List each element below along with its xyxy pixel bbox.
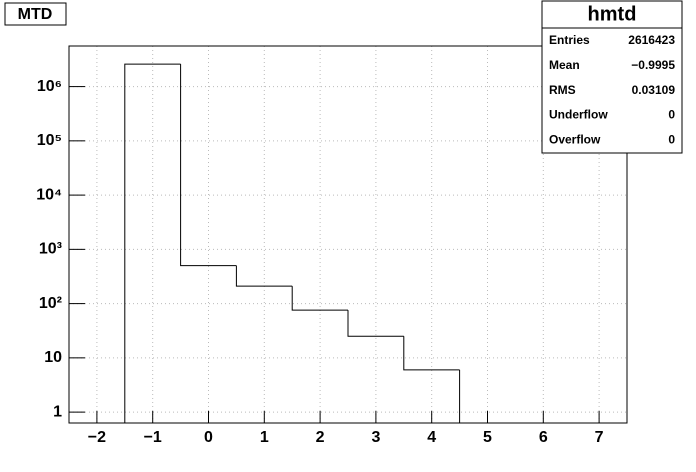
y-tick-label: 10⁴ — [36, 186, 62, 203]
y-tick-label: 10⁵ — [37, 132, 62, 149]
y-tick-label: 1 — [53, 403, 62, 420]
histogram-bin — [291, 286, 348, 311]
x-tick-label: 0 — [204, 429, 213, 446]
stats-value: 2616423 — [628, 33, 675, 47]
stats-label: Overflow — [549, 132, 601, 146]
stats-value: 0.03109 — [632, 83, 676, 97]
stats-value: 0 — [668, 132, 675, 146]
x-tick-label: 2 — [316, 429, 325, 446]
histogram-bin — [124, 63, 181, 423]
stats-label: Mean — [549, 58, 580, 72]
chart-title: MTD — [18, 6, 53, 23]
y-tick-label: 10 — [44, 349, 62, 366]
stats-value: 0 — [668, 108, 675, 122]
x-tick-label: 3 — [371, 429, 380, 446]
plot-frame — [68, 45, 628, 424]
stats-value: −0.9995 — [631, 58, 675, 72]
histogram-bin — [180, 64, 237, 267]
stats-label: Entries — [549, 33, 590, 47]
y-tick-label: 10⁶ — [37, 78, 62, 95]
stats-label: Underflow — [549, 108, 608, 122]
y-tick-label: 10² — [39, 295, 62, 312]
title-box — [4, 2, 67, 26]
histogram-bin — [403, 336, 460, 371]
x-tick-label: 7 — [595, 429, 604, 446]
x-tick-label: −2 — [88, 429, 106, 446]
x-tick-label: 6 — [539, 429, 548, 446]
y-tick-label: 10³ — [39, 241, 62, 258]
stats-title: hmtd — [588, 3, 637, 25]
histogram-bin — [235, 265, 293, 287]
x-tick-label: 1 — [260, 429, 269, 446]
stats-box — [541, 0, 683, 154]
x-tick-label: 5 — [483, 429, 492, 446]
x-tick-label: 4 — [427, 429, 436, 446]
stats-label: RMS — [549, 83, 576, 97]
histogram-bin — [347, 310, 404, 337]
x-tick-label: −1 — [144, 429, 162, 446]
